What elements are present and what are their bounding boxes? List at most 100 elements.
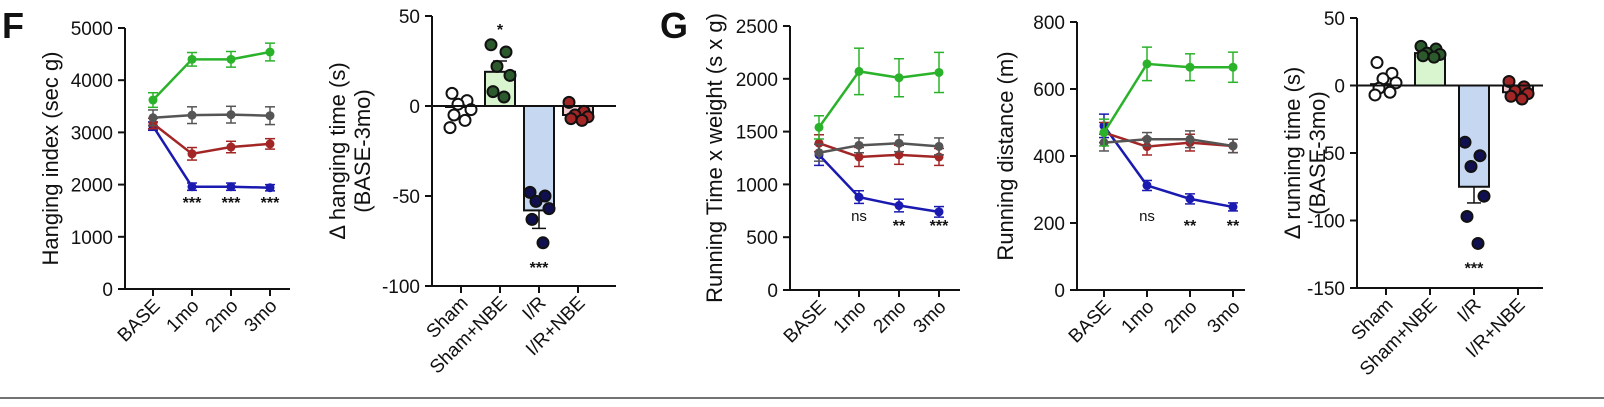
y-tick-label: 50 bbox=[1324, 9, 1345, 30]
x-tick-label: 1mo bbox=[830, 297, 871, 338]
y-tick-label: 0 bbox=[767, 281, 778, 302]
data-point-ir bbox=[265, 183, 275, 193]
data-point-ir bbox=[854, 192, 864, 202]
ns-label: ns bbox=[851, 208, 867, 225]
data-point-ir bbox=[1142, 180, 1152, 190]
y-tick-label: 2000 bbox=[71, 176, 113, 197]
data-point-sham-plus-nbe bbox=[226, 54, 236, 64]
individual-point-sham-plus-nbe bbox=[490, 59, 504, 73]
x-tick-label: I/R bbox=[519, 293, 551, 325]
individual-point-ir bbox=[1464, 160, 1478, 173]
y-tick-label: 0 bbox=[1334, 77, 1345, 98]
data-point-ir-plus-nbe bbox=[894, 150, 904, 160]
data-point-ir-plus-nbe bbox=[226, 142, 236, 152]
data-point-sham bbox=[1228, 141, 1238, 151]
y-tick-label: 2500 bbox=[736, 17, 778, 38]
y-axis-title-line2: (BASE-3mo) bbox=[1305, 91, 1330, 214]
individual-point-sham bbox=[1370, 56, 1384, 70]
y-tick-label: 4000 bbox=[71, 71, 113, 92]
individual-point-ir bbox=[523, 185, 537, 199]
x-tick-label: BASE bbox=[780, 297, 831, 348]
x-tick-label: 1mo bbox=[1118, 297, 1159, 338]
data-point-sham bbox=[814, 148, 824, 158]
y-axis-title: Δ hanging time (s) bbox=[325, 62, 350, 239]
individual-point-sham bbox=[451, 97, 465, 111]
series-line-sham bbox=[818, 141, 940, 154]
y-tick-label: -50 bbox=[393, 187, 420, 208]
significance-label: *** bbox=[261, 195, 280, 212]
data-point-sham bbox=[854, 140, 864, 150]
x-tick-label: 3mo bbox=[241, 296, 282, 337]
data-point-sham bbox=[265, 111, 275, 121]
individual-point-sham-plus-nbe bbox=[484, 38, 498, 52]
data-point-sham bbox=[934, 141, 944, 151]
data-point-sham bbox=[148, 113, 158, 123]
individual-point-sham-plus-nbe bbox=[497, 90, 511, 104]
series-line-ir bbox=[818, 153, 940, 214]
panel-label-f: F bbox=[2, 5, 24, 46]
chart-running-distance: 0 200 400 600 800 BASE 1mo 2mo 3mo Running distan… bbox=[993, 13, 1245, 347]
individual-point-sham-plus-nbe bbox=[1427, 50, 1441, 64]
x-tick-label: 2mo bbox=[1161, 297, 1202, 338]
significance-label: *** bbox=[222, 195, 241, 212]
y-tick-label: 0 bbox=[102, 280, 113, 301]
y-tick-label: 1500 bbox=[736, 123, 778, 144]
individual-point-ir bbox=[525, 212, 539, 226]
y-tick-label: -50 bbox=[1318, 144, 1345, 165]
y-tick-label: 600 bbox=[1033, 80, 1065, 101]
individual-point-ir bbox=[1477, 189, 1491, 203]
x-tick-label: 3mo bbox=[910, 297, 951, 338]
data-point-sham-plus-nbe bbox=[894, 73, 904, 83]
data-point-sham-plus-nbe bbox=[854, 66, 864, 76]
data-point-sham bbox=[1142, 134, 1152, 144]
y-tick-label: 2000 bbox=[736, 70, 778, 91]
individual-point-sham bbox=[447, 108, 461, 122]
x-tick-label: BASE bbox=[114, 296, 165, 347]
data-point-ir bbox=[1185, 194, 1195, 204]
data-point-sham-plus-nbe bbox=[1142, 59, 1152, 69]
individual-point-ir-plus-nbe bbox=[1502, 74, 1516, 88]
y-tick-label: 400 bbox=[1033, 147, 1065, 168]
data-point-sham-plus-nbe bbox=[265, 47, 275, 57]
y-tick-label: -150 bbox=[1307, 279, 1345, 300]
data-point-ir-plus-nbe bbox=[814, 138, 824, 148]
data-point-ir-plus-nbe bbox=[187, 149, 197, 159]
data-point-sham bbox=[226, 110, 236, 120]
series-line-sham-plus-nbe bbox=[152, 50, 271, 101]
individual-point-sham bbox=[445, 86, 459, 100]
y-tick-label: 500 bbox=[746, 228, 778, 249]
series-line-ir bbox=[151, 125, 271, 189]
y-tick-label: 0 bbox=[1054, 281, 1065, 302]
series-line-sham-plus-nbe bbox=[1102, 62, 1233, 134]
individual-point-ir bbox=[1471, 236, 1485, 250]
significance-label: *** bbox=[930, 218, 949, 235]
x-tick-label: I/R bbox=[1454, 295, 1486, 327]
significance-label: ** bbox=[893, 218, 906, 235]
data-point-sham bbox=[187, 110, 197, 120]
series-line-ir-plus-nbe bbox=[152, 122, 271, 156]
data-point-sham-plus-nbe bbox=[1185, 62, 1195, 72]
series-line-sham bbox=[152, 113, 271, 120]
x-tick-label: 1mo bbox=[163, 296, 204, 337]
y-axis-title: Running distance (m) bbox=[993, 51, 1018, 260]
y-tick-label: 0 bbox=[409, 97, 420, 118]
individual-point-ir bbox=[536, 236, 550, 250]
significance-label: ** bbox=[1184, 218, 1197, 235]
y-axis-title: Running Time x weight (s x g) bbox=[702, 13, 727, 303]
data-point-sham-plus-nbe bbox=[1228, 62, 1238, 72]
ns-label: ns bbox=[1139, 208, 1155, 225]
individual-point-sham bbox=[1383, 85, 1397, 99]
significance-label: *** bbox=[1465, 260, 1484, 277]
individual-point-ir bbox=[1458, 135, 1472, 149]
individual-point-ir-plus-nbe bbox=[575, 113, 589, 127]
y-tick-label: 3000 bbox=[71, 123, 113, 144]
y-axis-title: Δ running time (s) bbox=[1280, 67, 1305, 239]
data-point-ir bbox=[894, 201, 904, 211]
y-tick-label: 50 bbox=[399, 7, 420, 28]
y-tick-label: 5000 bbox=[71, 19, 113, 40]
chart-running-time-weight: 0 500 1000 1500 2000 2500 BASE 1mo 2mo 3mo Running… bbox=[702, 13, 960, 347]
